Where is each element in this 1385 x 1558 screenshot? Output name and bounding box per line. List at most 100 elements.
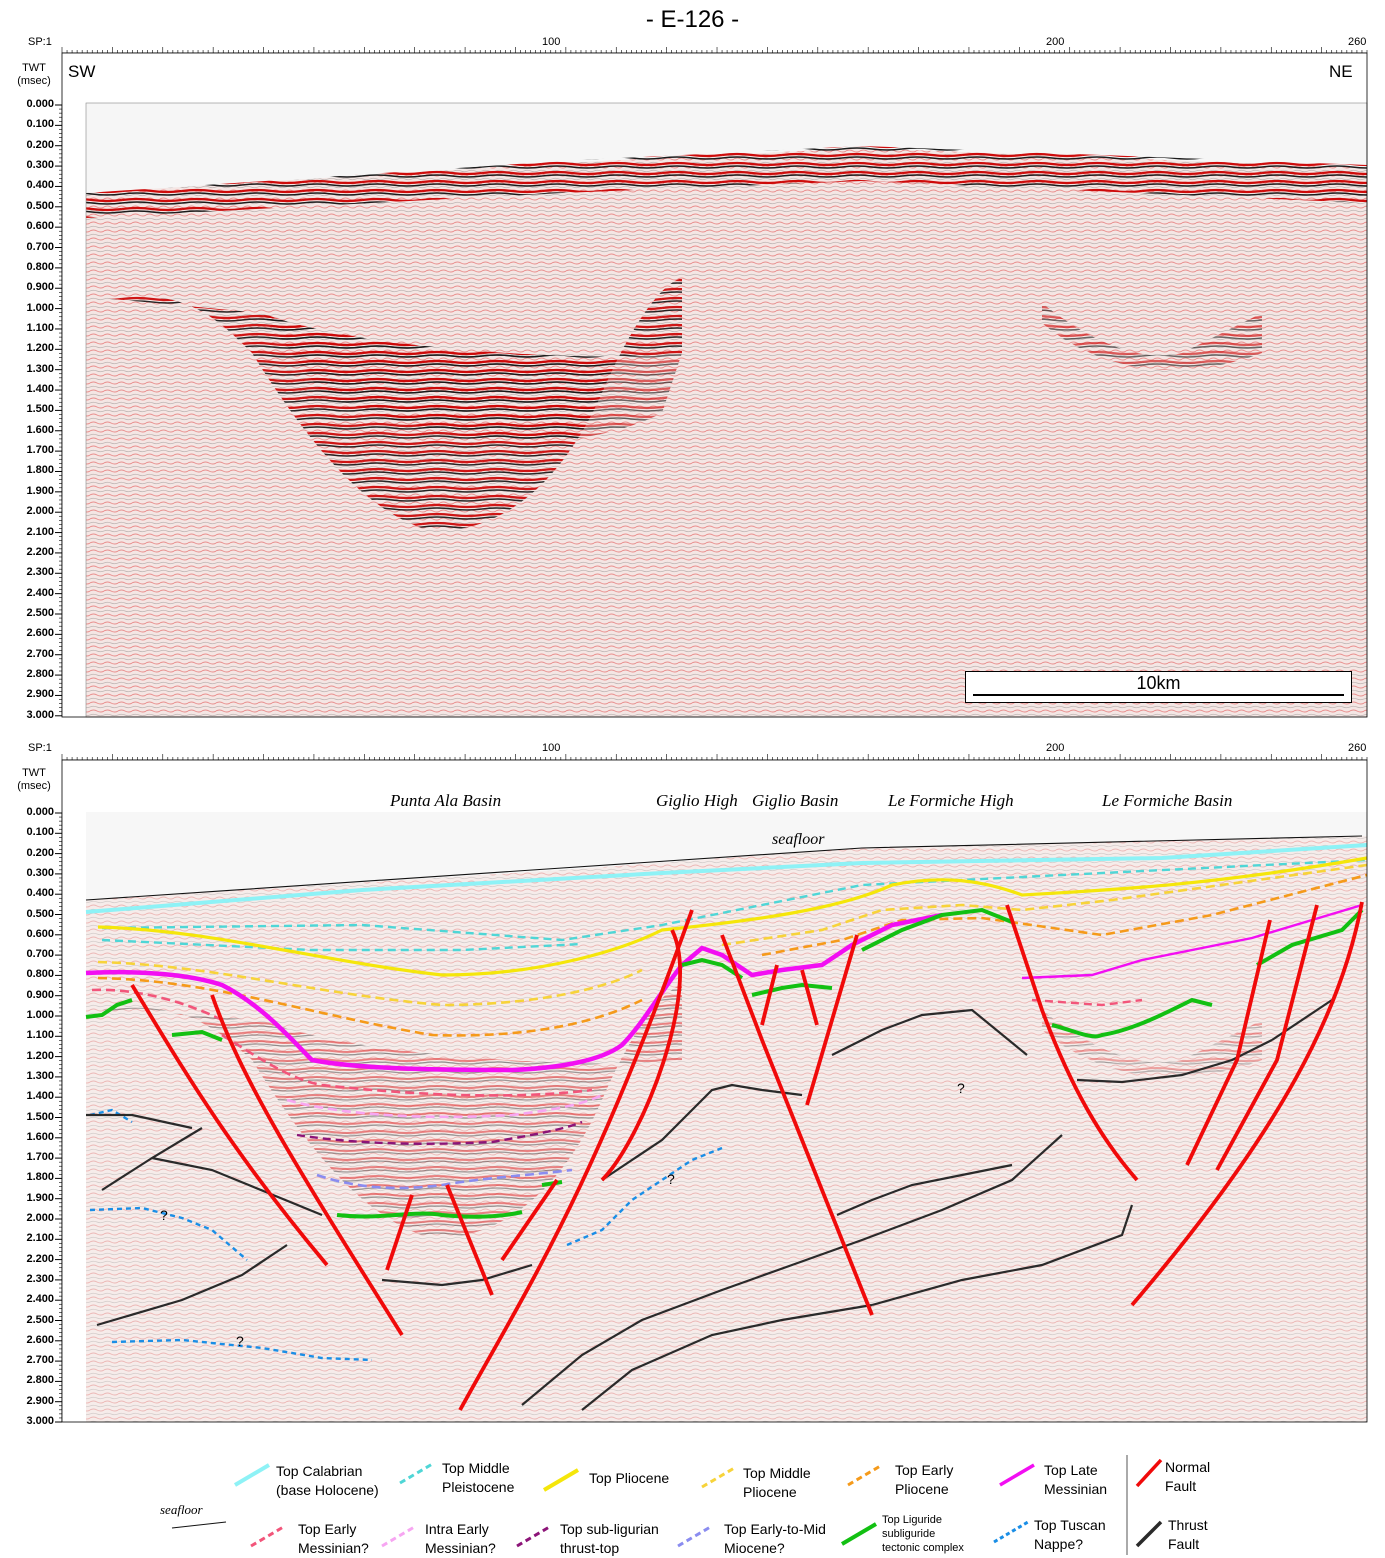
twt-tick-label: 1.700: [26, 1151, 54, 1164]
twt-tick-label: 2.900: [26, 688, 54, 701]
twt-tick-label: 0.000: [26, 806, 54, 818]
twt-tick-label: 1.400: [26, 383, 54, 396]
twt-tick-label: 1.000: [26, 1009, 54, 1021]
twt-tick-label: 1.800: [26, 464, 54, 477]
twt-tick-label: 0.600: [26, 220, 54, 233]
legend-swatch-top-calabrian: [233, 1463, 271, 1487]
twt-tick-label: 0.500: [26, 907, 54, 920]
twt-tick-label: 1.900: [26, 484, 54, 497]
legend-swatch-top-sub-ligurian: [516, 1524, 552, 1548]
twt-tick-label: 0.600: [26, 927, 54, 940]
twt-tick-label: 2.700: [26, 1354, 54, 1367]
legend-swatch-top-early-messinian: [250, 1524, 286, 1548]
question-mark-1: ?: [957, 1080, 965, 1096]
legend-swatch-top-early-pliocene: [847, 1463, 883, 1487]
legend-swatch-thrust-fault: [1135, 1520, 1163, 1548]
question-mark-3: ?: [160, 1207, 168, 1223]
question-mark-2: ?: [667, 1171, 675, 1187]
twt-tick-label: 0.400: [26, 179, 54, 192]
twt-tick-label: 1.100: [26, 1029, 54, 1042]
sp-axis-start: SP:1: [28, 36, 52, 48]
twt-tick-label: 1.300: [26, 362, 54, 375]
twt-tick-label: 0.300: [26, 159, 54, 172]
twt-tick-label: 2.400: [26, 586, 54, 599]
legend-seafloor: seafloor: [160, 1502, 203, 1517]
twt-tick-label: 1.000: [26, 301, 54, 314]
sp-ruler-bottom: [61, 754, 1368, 761]
twt-tick-label: 2.600: [26, 627, 54, 640]
twt-tick-label: 0.800: [26, 968, 54, 981]
legend-swatch-top-middle-pleistocene: [399, 1461, 435, 1485]
sp-axis-260-bottom: 260: [1348, 742, 1367, 754]
twt-tick-label: 2.600: [26, 1333, 54, 1346]
question-mark-4: ?: [236, 1333, 244, 1349]
twt-tick-label: 0.200: [26, 138, 54, 151]
twt-tick-label: 2.700: [26, 647, 54, 660]
direction-ne: NE: [1329, 62, 1353, 81]
twt-tick-label: 1.600: [26, 423, 54, 436]
legend-top-calabrian: Top Calabrian (base Holocene): [276, 1463, 379, 1498]
legend-swatch-normal-fault: [1135, 1458, 1163, 1488]
legend-seafloor-line: [171, 1521, 227, 1529]
twt-tick-label: 0.500: [26, 199, 54, 212]
twt-tick-label: 0.900: [26, 988, 54, 1001]
legend-top-tuscan-nappe: Top Tuscan Nappe?: [1034, 1517, 1106, 1552]
sp-axis-200-bottom: 200: [1046, 742, 1065, 754]
twt-tick-label: 0.000: [26, 98, 54, 110]
twt-tick-label: 3.000: [26, 1415, 54, 1427]
twt-tick-label: 2.300: [26, 566, 54, 579]
twt-tick-label: 2.500: [26, 607, 54, 619]
scale-bar-box: 10km: [965, 671, 1352, 703]
legend-top-early-messinian: Top Early Messinian?: [298, 1521, 369, 1556]
legend-swatch-top-late-messinian: [999, 1463, 1035, 1487]
legend-swatch-top-early-to-mid-miocene: [677, 1524, 713, 1548]
twt-tick-label: 2.200: [26, 545, 54, 558]
twt-tick-label: 0.900: [26, 281, 54, 294]
seismic-section-top: [61, 52, 1368, 718]
label-le-formiche-basin: Le Formiche Basin: [1102, 791, 1233, 810]
twt-tick-label: 2.800: [26, 668, 54, 681]
scale-bar-label: 10km: [1136, 673, 1181, 693]
twt-tick-label: 2.500: [26, 1313, 54, 1326]
twt-tick-label: 1.100: [26, 321, 54, 334]
sp-axis-260: 260: [1348, 36, 1367, 48]
twt-tick-label: 1.400: [26, 1090, 54, 1103]
label-punta-ala-basin: Punta Ala Basin: [390, 791, 502, 810]
legend-top-early-pliocene: Top Early Pliocene: [895, 1462, 954, 1497]
scale-bar-line: [973, 694, 1344, 696]
legend-top-sub-ligurian: Top sub-ligurian thrust-top: [560, 1521, 659, 1556]
twt-tick-label: 2.200: [26, 1252, 54, 1265]
twt-tick-label: 2.800: [26, 1374, 54, 1387]
twt-tick-label: 2.900: [26, 1394, 54, 1407]
twt-tick-label: 2.400: [26, 1293, 54, 1306]
twt-tick-label: 1.200: [26, 1049, 54, 1062]
twt-tick-label: 2.100: [26, 1232, 54, 1245]
legend-swatch-top-middle-pliocene: [701, 1465, 737, 1489]
legend-divider: [1126, 1455, 1128, 1555]
sp-axis-100: 100: [542, 36, 561, 48]
legend-swatch-top-tuscan-nappe: [993, 1520, 1029, 1544]
legend-intra-early-messinian: Intra Early Messinian?: [425, 1521, 496, 1556]
label-giglio-basin: Giglio Basin: [752, 791, 839, 810]
legend-swatch-top-pliocene: [542, 1468, 580, 1492]
twt-tick-label: 2.000: [26, 1212, 54, 1224]
label-le-formiche-high: Le Formiche High: [888, 791, 1014, 810]
legend-normal-fault: Normal Fault: [1165, 1459, 1211, 1494]
twt-tick-label: 1.500: [26, 1110, 54, 1123]
legend-top-liguride: Top Liguride subliguride tectonic complex: [882, 1514, 964, 1554]
figure-title: - E-126 -: [645, 6, 740, 33]
twt-tick-label: 0.100: [26, 826, 54, 839]
twt-tick-label: 0.700: [26, 948, 54, 961]
twt-tick-label: 1.800: [26, 1171, 54, 1184]
twt-tick-label: 1.600: [26, 1130, 54, 1143]
label-seafloor: seafloor: [772, 831, 825, 848]
sp-axis-start-bottom: SP:1: [28, 742, 52, 754]
twt-tick-label: 3.000: [26, 708, 54, 721]
legend-top-middle-pliocene: Top Middle Pliocene: [743, 1465, 811, 1500]
twt-tick-label: 1.500: [26, 403, 54, 416]
twt-tick-label: 0.400: [26, 887, 54, 900]
label-giglio-high: Giglio High: [656, 791, 738, 810]
twt-axis-title: TWT (msec): [17, 62, 51, 87]
twt-tick-label: 1.900: [26, 1191, 54, 1204]
direction-sw: SW: [68, 62, 96, 81]
